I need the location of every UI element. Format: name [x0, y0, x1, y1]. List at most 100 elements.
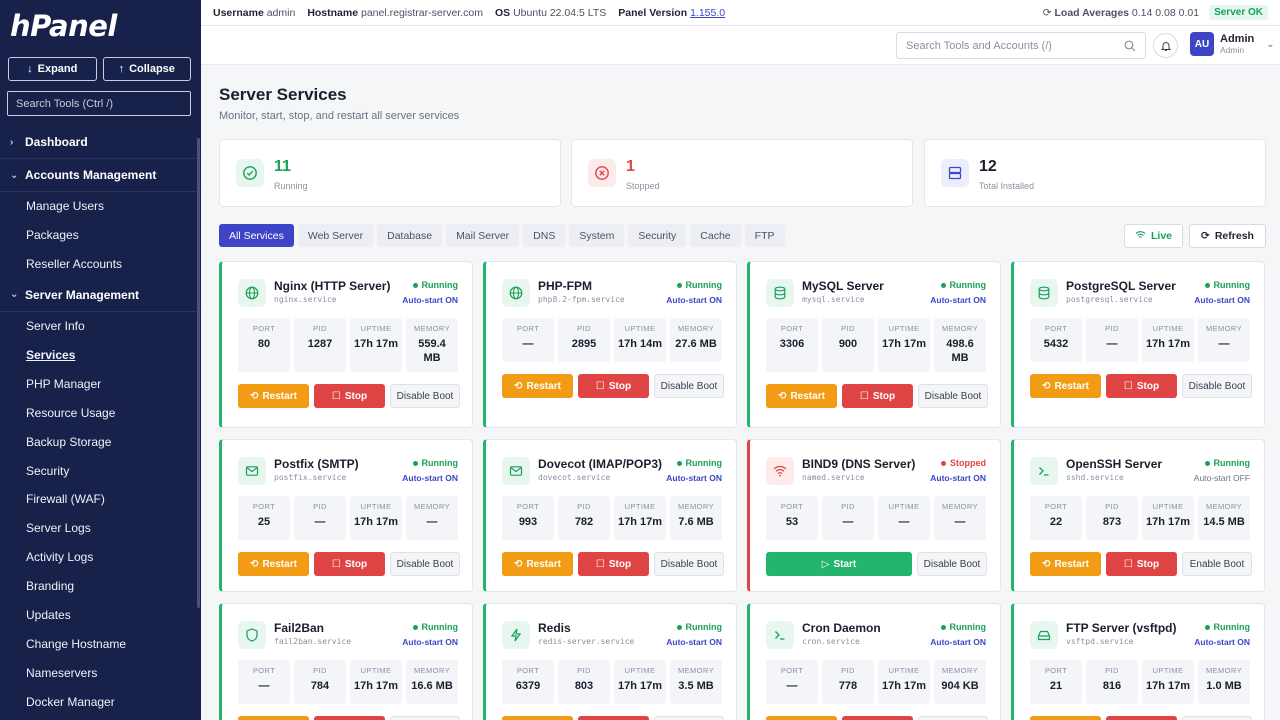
stop-button[interactable]: ☐Stop — [842, 716, 913, 720]
stop-button[interactable]: ☐Stop — [314, 552, 385, 576]
filter-tab-cache[interactable]: Cache — [690, 224, 741, 247]
sidebar-item-change-hostname[interactable]: Change Hostname — [26, 636, 127, 651]
live-button[interactable]: Live — [1124, 224, 1183, 248]
stop-button[interactable]: ☐Stop — [1106, 374, 1177, 398]
disable-boot-button[interactable]: Disable Boot — [654, 716, 724, 720]
sidebar-item-security[interactable]: Security — [26, 463, 70, 478]
sidebar-item-firewall-waf-[interactable]: Firewall (WAF) — [26, 492, 105, 507]
metric-value: 80 — [257, 338, 271, 350]
metric-value: 900 — [838, 338, 858, 350]
service-name: MySQL Server — [802, 279, 884, 293]
metric-label: PORT — [252, 324, 276, 333]
sidebar-item-server-logs[interactable]: Server Logs — [26, 521, 91, 536]
sidebar-item-reseller-accounts[interactable]: Reseller Accounts — [26, 257, 123, 272]
sidebar-group-accounts-management[interactable]: ⌄ Accounts Management — [0, 159, 201, 192]
service-unit: fail2ban.service — [274, 637, 352, 646]
restart-button[interactable]: ⟲Restart — [502, 374, 573, 398]
filter-tab-security[interactable]: Security — [628, 224, 687, 247]
filter-tab-ftp[interactable]: FTP — [744, 224, 785, 247]
service-name: Nginx (HTTP Server) — [274, 279, 391, 293]
stop-label: Stop — [1136, 380, 1160, 392]
disable-boot-button[interactable]: Disable Boot — [918, 716, 988, 720]
restart-button[interactable]: ⟲Restart — [766, 716, 837, 720]
global-search-input[interactable]: Search Tools and Accounts (/) — [896, 32, 1146, 59]
sidebar-item-updates[interactable]: Updates — [26, 608, 71, 623]
disable-boot-button[interactable]: Disable Boot — [918, 384, 988, 408]
start-button[interactable]: ▷ Start — [766, 552, 912, 576]
sidebar-item-nameservers[interactable]: Nameservers — [26, 665, 98, 680]
service-unit: postfix.service — [274, 473, 347, 482]
restart-button[interactable]: ⟲Restart — [238, 552, 309, 576]
version-link[interactable]: 1.155.0 — [690, 6, 726, 19]
stat-value: 12 — [979, 158, 997, 175]
disable-boot-button[interactable]: Disable Boot — [654, 552, 724, 576]
restart-button[interactable]: ⟲Restart — [1030, 552, 1101, 576]
restart-button[interactable]: ⟲Restart — [1030, 716, 1101, 720]
disable-boot-button[interactable]: Disable Boot — [1182, 716, 1252, 720]
metric-uptime: UPTIME 17h 17m — [1142, 496, 1194, 540]
disable-boot-button[interactable]: Disable Boot — [390, 384, 460, 408]
stop-button[interactable]: ☐Stop — [578, 374, 649, 398]
metric-value: — — [1106, 338, 1118, 350]
sidebar-item-services[interactable]: Services — [26, 348, 76, 362]
disable-boot-button[interactable]: Disable Boot — [390, 552, 460, 576]
disable-boot-button[interactable]: Disable Boot — [654, 374, 724, 398]
stop-button[interactable]: ☐Stop — [578, 552, 649, 576]
sidebar-item-php-manager[interactable]: PHP Manager — [26, 376, 102, 391]
sidebar-item-packages[interactable]: Packages — [26, 228, 79, 243]
collapse-button[interactable]: ↑ Collapse — [102, 57, 191, 81]
sidebar-item-server-info[interactable]: Server Info — [26, 319, 85, 334]
sidebar-scrollbar[interactable] — [197, 138, 200, 608]
filter-tab-web-server[interactable]: Web Server — [297, 224, 374, 247]
arrow-up-icon: ↑ — [118, 63, 125, 75]
disable-boot-button[interactable]: Disable Boot — [1182, 374, 1252, 398]
sidebar-item-resource-usage[interactable]: Resource Usage — [26, 405, 116, 420]
metric-value: — — [786, 680, 798, 692]
sidebar-group-label: Server Management — [25, 287, 140, 302]
stop-button[interactable]: ☐Stop — [314, 384, 385, 408]
sidebar-item-docker-manager[interactable]: Docker Manager — [26, 694, 115, 709]
stop-button[interactable]: ☐Stop — [578, 716, 649, 720]
sidebar-item-branding[interactable]: Branding — [26, 579, 75, 594]
restart-button[interactable]: ⟲Restart — [238, 384, 309, 408]
stop-button[interactable]: ☐Stop — [314, 716, 385, 720]
restart-button[interactable]: ⟲Restart — [502, 552, 573, 576]
enable-boot-button[interactable]: Enable Boot — [1182, 552, 1252, 576]
filter-tab-system[interactable]: System — [569, 224, 625, 247]
filter-tab-all-services[interactable]: All Services — [219, 224, 294, 247]
filter-tab-mail-server[interactable]: Mail Server — [446, 224, 520, 247]
restart-button[interactable]: ⟲Restart — [1030, 374, 1101, 398]
disable-boot-button[interactable]: Disable Boot — [390, 716, 460, 720]
notifications-button[interactable] — [1153, 33, 1178, 58]
stop-button[interactable]: ☐Stop — [1106, 716, 1177, 720]
sidebar-search-input[interactable]: Search Tools (Ctrl /) — [7, 91, 191, 116]
service-metrics: PORT 6379 PID 803 UPTIME 17h 17m MEMORY 3.5 MB — [502, 660, 722, 704]
metric-value: — — [842, 516, 854, 528]
sidebar-group-dashboard[interactable]: › Dashboard — [0, 126, 201, 159]
stop-button[interactable]: ☐Stop — [1106, 552, 1177, 576]
sidebar-group-server-management[interactable]: ⌄ Server Management — [0, 279, 201, 312]
metric-uptime: UPTIME — — [878, 496, 930, 540]
mail-icon — [238, 457, 266, 485]
stop-button[interactable]: ☐Stop — [842, 384, 913, 408]
restart-icon: ⟲ — [250, 558, 259, 570]
metric-port: PORT 53 — [766, 496, 818, 540]
disable-boot-button[interactable]: Disable Boot — [917, 552, 987, 576]
stop-icon: ☐ — [1123, 558, 1133, 570]
restart-button[interactable]: ⟲Restart — [766, 384, 837, 408]
metric-label: UPTIME — [888, 666, 920, 675]
filter-tab-dns[interactable]: DNS — [523, 224, 566, 247]
expand-button[interactable]: ↓ Expand — [8, 57, 97, 81]
sidebar-item-activity-logs[interactable]: Activity Logs — [26, 550, 94, 565]
filter-tabs: All Services Web Server Database Mail Serve… — [219, 224, 785, 247]
refresh-button[interactable]: ⟳ Refresh — [1189, 224, 1266, 248]
restart-button[interactable]: ⟲Restart — [238, 716, 309, 720]
metric-label: PID — [841, 666, 855, 675]
metric-uptime: UPTIME 17h 17m — [614, 496, 666, 540]
restart-button[interactable]: ⟲Restart — [502, 716, 573, 720]
sidebar-item-backup-storage[interactable]: Backup Storage — [26, 434, 112, 449]
metric-label: PID — [1105, 502, 1119, 511]
filter-tab-database[interactable]: Database — [377, 224, 443, 247]
user-menu[interactable]: AU Admin Admin ⌄ — [1190, 32, 1275, 56]
sidebar-item-manage-users[interactable]: Manage Users — [26, 199, 105, 214]
